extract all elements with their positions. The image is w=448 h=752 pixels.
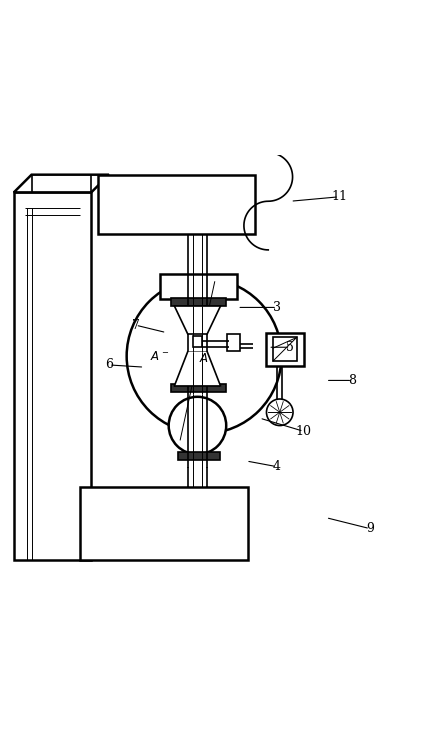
- Text: 4: 4: [273, 460, 281, 473]
- Bar: [273, 337, 297, 362]
- Bar: [171, 384, 226, 392]
- Bar: [171, 298, 226, 306]
- Bar: [193, 336, 202, 347]
- Bar: [80, 487, 248, 559]
- Circle shape: [127, 279, 281, 433]
- Bar: [188, 334, 207, 352]
- Text: 8: 8: [348, 374, 356, 387]
- Text: 6: 6: [105, 359, 113, 371]
- Bar: [227, 334, 240, 351]
- Polygon shape: [174, 352, 220, 386]
- Text: $A$: $A$: [199, 352, 209, 365]
- Text: 3: 3: [273, 301, 281, 314]
- Bar: [266, 332, 304, 365]
- Text: $A^-$: $A^-$: [150, 350, 169, 362]
- Bar: [98, 174, 255, 235]
- Text: 10: 10: [296, 425, 312, 438]
- Text: 9: 9: [366, 522, 374, 535]
- Bar: [177, 452, 220, 460]
- Text: 11: 11: [331, 190, 347, 203]
- Circle shape: [267, 399, 293, 426]
- Text: 7: 7: [132, 319, 139, 332]
- Bar: [160, 274, 237, 299]
- Text: 5: 5: [286, 341, 294, 353]
- Circle shape: [169, 397, 226, 454]
- Bar: [14, 193, 91, 559]
- Polygon shape: [174, 306, 220, 334]
- Polygon shape: [14, 174, 109, 193]
